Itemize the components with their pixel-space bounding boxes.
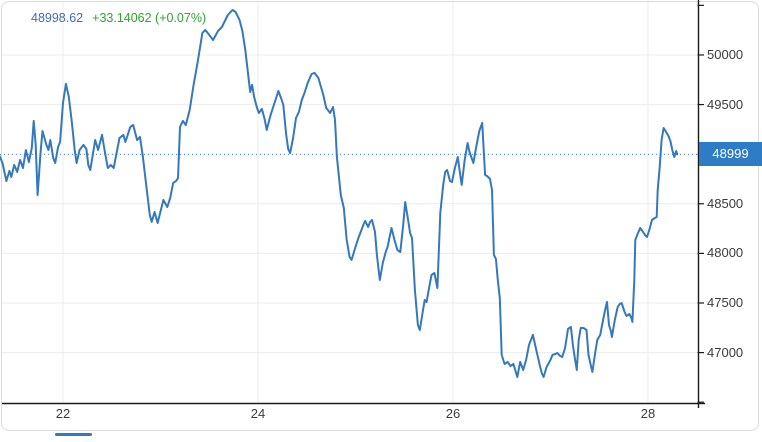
price-axis-label: 47500	[707, 294, 744, 310]
price-axis-label: 48000	[707, 245, 744, 261]
symbol-info-overlay: 48998.62 +33.14062 (+0.07%)	[31, 11, 206, 25]
price-axis-label: 47000	[707, 344, 744, 360]
price-line-series	[0, 8, 679, 378]
price-axis-label: 50000	[707, 46, 744, 62]
price-axis-label: 48500	[707, 195, 744, 211]
price-axis-label: 49500	[707, 96, 744, 112]
last-price-value: 48998.62	[31, 11, 84, 25]
time-axis-label: 26	[445, 406, 461, 421]
price-change-value: +33.14062 (+0.07%)	[92, 11, 207, 25]
time-axis-label: 28	[640, 406, 656, 421]
current-price-badge: 48999	[699, 142, 762, 167]
chart-card	[1, 1, 759, 431]
time-axis-label: 22	[55, 406, 71, 421]
active-tab-indicator	[55, 433, 92, 436]
time-axis-label: 24	[250, 406, 266, 421]
